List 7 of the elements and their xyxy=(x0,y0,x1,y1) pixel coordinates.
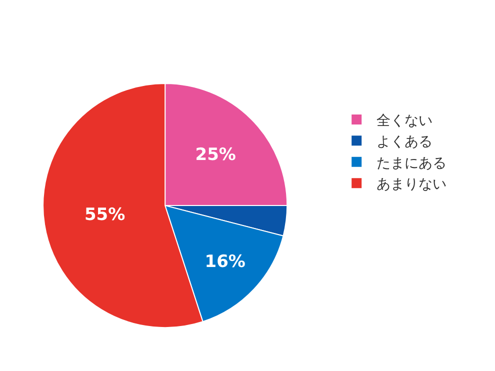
data-label: 55% xyxy=(84,205,126,226)
legend-label: たまにある xyxy=(376,155,447,172)
legend-label: あまりない xyxy=(376,176,447,193)
data-label: 16% xyxy=(204,252,246,272)
legend-label: よくある xyxy=(376,134,433,150)
data-label: 25% xyxy=(195,144,236,165)
legend-label: 全くない xyxy=(376,112,433,129)
